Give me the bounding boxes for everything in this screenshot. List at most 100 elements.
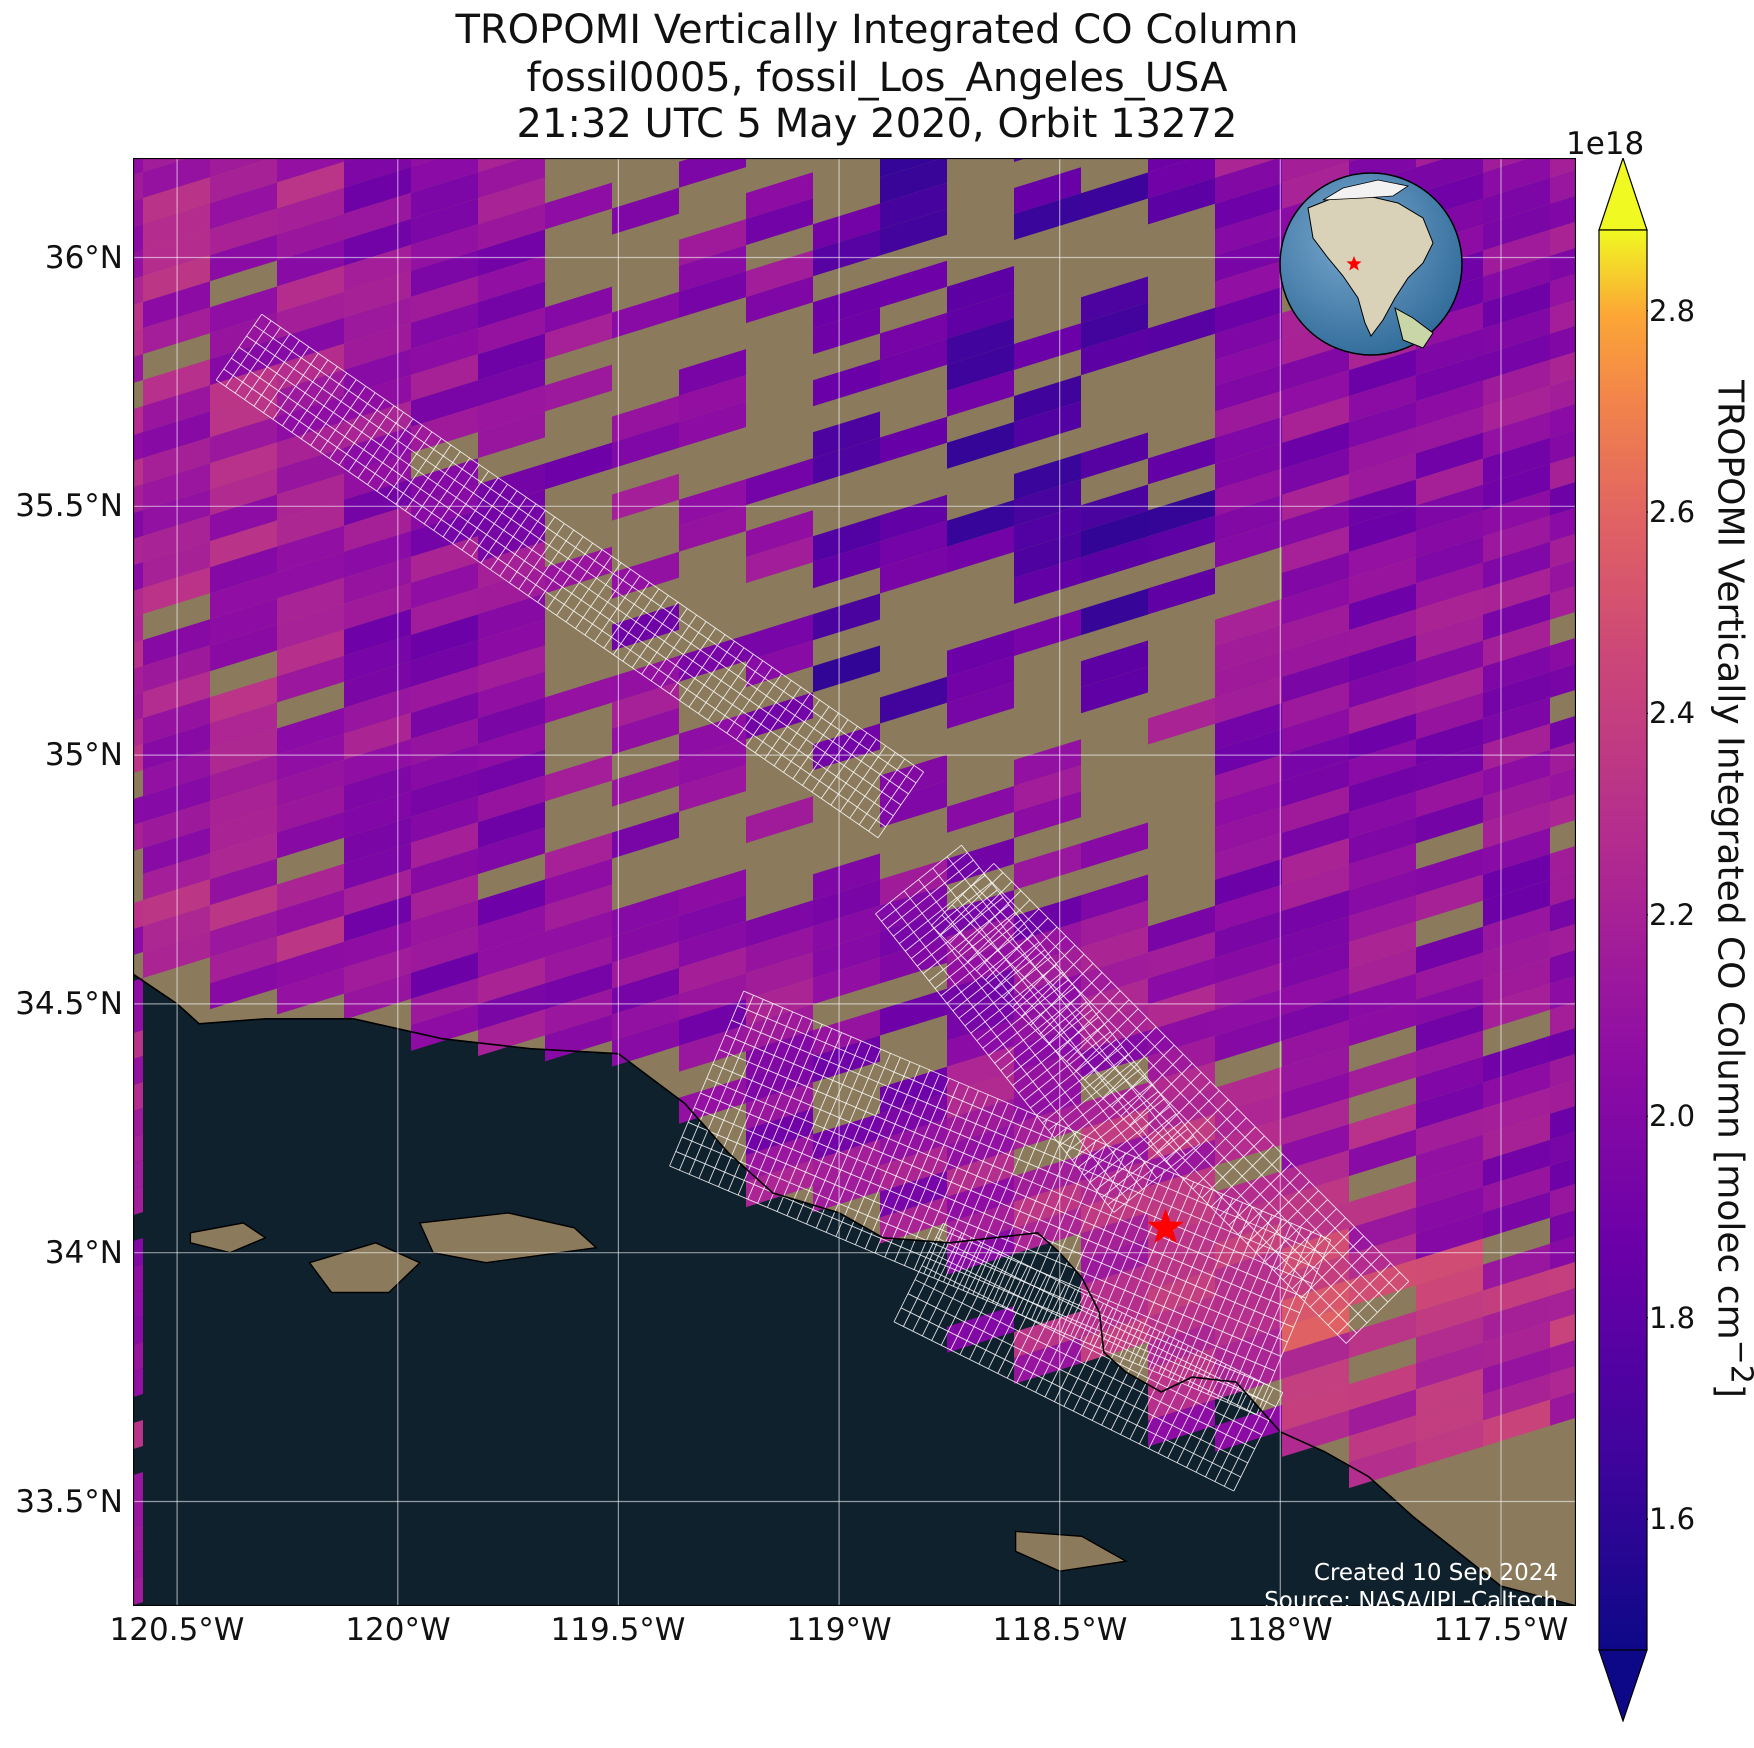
co-pixel	[746, 1082, 813, 1130]
co-pixel	[478, 593, 545, 641]
co-pixel	[679, 401, 746, 448]
footprint-line	[950, 1251, 1001, 1351]
co-pixel	[1148, 1061, 1215, 1109]
co-pixel	[1349, 401, 1416, 449]
co-pixel	[1148, 1165, 1215, 1213]
co-pixel	[1550, 1339, 1576, 1374]
co-pixel	[1215, 728, 1282, 776]
co-pixel	[1282, 682, 1349, 729]
co-pixel	[1282, 1202, 1349, 1249]
co-pixel	[1081, 952, 1148, 1000]
co-pixel	[947, 1046, 1014, 1093]
co-pixel	[1416, 406, 1483, 454]
co-pixel	[478, 385, 545, 433]
co-pixel	[746, 796, 813, 844]
co-pixel	[133, 692, 143, 722]
longitude-label: 119°W	[786, 1612, 892, 1648]
footprint-line	[928, 1251, 1270, 1422]
co-pixel	[411, 536, 478, 583]
colorbar	[1598, 158, 1648, 1722]
co-pixel	[947, 1150, 1014, 1197]
co-pixel	[133, 536, 143, 566]
co-pixel	[1483, 1243, 1550, 1291]
co-pixel	[344, 816, 411, 864]
footprint-line	[1063, 1307, 1114, 1407]
co-pixel	[478, 645, 545, 693]
footprint-line	[1167, 1359, 1218, 1459]
map-canvas[interactable]	[133, 158, 1576, 1606]
co-pixel	[1483, 593, 1550, 641]
co-pixel	[947, 1228, 1014, 1275]
co-pixel	[1014, 843, 1081, 890]
co-pixel	[813, 203, 880, 251]
co-pixel	[813, 229, 880, 277]
co-pixel	[1349, 947, 1416, 995]
co-pixel	[545, 832, 612, 880]
co-pixel	[612, 681, 679, 729]
co-pixel	[1014, 505, 1081, 552]
co-pixel	[1148, 158, 1195, 173]
colorbar-label-superscript: −2	[1723, 1339, 1754, 1384]
co-pixel	[1014, 1207, 1081, 1254]
co-pixel	[1550, 741, 1576, 776]
footprint-line	[700, 1092, 1288, 1343]
co-pixel	[277, 395, 344, 443]
co-pixel	[1416, 1160, 1483, 1208]
co-pixel	[612, 941, 679, 989]
co-pixel	[1014, 1103, 1081, 1150]
footprint-line	[877, 771, 924, 839]
co-pixel	[679, 999, 746, 1046]
co-pixel	[210, 572, 277, 620]
co-pixel	[1550, 481, 1576, 516]
co-pixel	[1282, 760, 1349, 807]
co-pixel	[1349, 1207, 1416, 1255]
co-pixel	[1081, 1082, 1148, 1130]
co-pixel	[612, 967, 679, 1015]
co-pixel	[880, 988, 947, 1036]
co-pixel	[1148, 1035, 1215, 1083]
co-pixel	[277, 889, 344, 937]
footprint-line	[900, 1307, 1242, 1478]
co-pixel	[478, 177, 545, 225]
co-pixel	[133, 614, 143, 644]
colorbar-tick-label: 2.4	[1649, 696, 1696, 730]
co-pixel	[880, 676, 947, 724]
co-pixel	[411, 692, 478, 739]
co-pixel	[277, 863, 344, 911]
co-pixel	[880, 312, 947, 360]
co-pixel	[210, 936, 277, 984]
co-pixel	[1483, 203, 1550, 251]
co-pixel	[1148, 1347, 1215, 1395]
co-pixel	[612, 915, 679, 963]
co-pixel	[1550, 1131, 1576, 1166]
map-panel[interactable]	[133, 158, 1576, 1606]
island	[308, 1242, 422, 1294]
latitude-label: 34°N	[44, 1235, 123, 1271]
co-pixel	[813, 645, 880, 693]
co-pixel	[1483, 229, 1550, 277]
co-pixel	[1416, 1264, 1483, 1312]
co-pixel	[746, 692, 813, 740]
co-pixel	[344, 738, 411, 786]
co-pixel	[947, 422, 1014, 469]
co-pixel	[133, 1290, 143, 1320]
co-pixel	[133, 900, 143, 930]
footprint-line	[246, 335, 909, 795]
co-pixel	[1014, 609, 1081, 656]
co-pixel	[210, 832, 277, 880]
co-pixel	[1416, 1082, 1483, 1130]
co-pixel	[1014, 791, 1081, 838]
footprint-grid-layer	[215, 313, 1410, 1492]
co-pixel	[1014, 193, 1081, 240]
co-pixel	[1014, 739, 1081, 786]
co-pixel	[277, 473, 344, 521]
co-pixel	[277, 915, 344, 963]
co-pixel	[1483, 801, 1550, 849]
longitude-label: 120°W	[345, 1612, 451, 1648]
co-pixel	[679, 219, 746, 266]
co-pixel	[210, 598, 277, 646]
co-pixel	[1550, 1157, 1576, 1192]
co-pixel	[1282, 158, 1349, 183]
co-pixel	[679, 245, 746, 292]
co-pixel	[679, 869, 746, 916]
